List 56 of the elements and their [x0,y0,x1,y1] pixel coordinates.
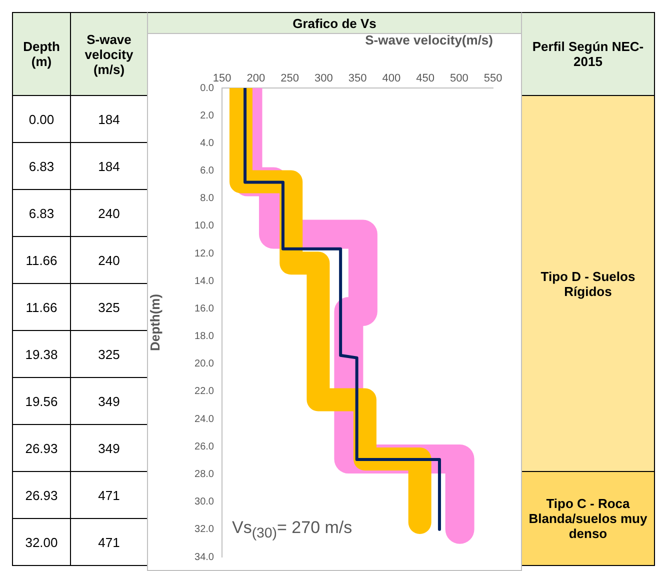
y-tick-label: 16.0 [194,303,214,314]
y-axis-title: Depth(m) [147,294,162,352]
x-tick-label: 550 [484,72,502,84]
text: 471 [97,488,121,502]
y-tick-label: 4.0 [200,138,214,149]
y-tick-label: 22.0 [194,386,214,398]
text: 349 [97,440,121,456]
y-tick-label: 10.0 [194,220,214,232]
x-tick-label: 400 [382,72,401,84]
text: 6.83 [28,206,56,220]
y-tick-label: 32.0 [194,524,214,536]
x-tick-label: 450 [416,72,434,84]
text: 184 [97,158,121,174]
text: 325 [97,300,121,314]
text: 19.56 [24,394,59,408]
text: S-wave velocity (m/s) [84,32,134,76]
text: 184 [97,112,121,126]
y-tick-label: 20.0 [194,358,214,370]
y-tick-label: 24.0 [194,414,214,425]
text: 11.66 [24,252,58,268]
x-tick-label: 300 [314,72,333,84]
text: 6.83 [28,158,56,174]
x-tick-label: 500 [450,72,468,84]
text: Depth (m) [22,39,61,69]
y-tick-label: 28.0 [194,468,214,480]
chart-title: Grafico de Vs [148,13,521,34]
text: 11.66 [24,300,58,314]
y-tick-label: 30.0 [194,496,214,508]
y-tick-label: 18.0 [194,331,214,342]
x-tick-label: 250 [280,72,299,84]
text: 19.38 [24,346,59,362]
text: 471 [97,534,121,550]
x-tick-label: 150 [212,72,232,84]
y-tick-label: 34.0 [194,552,214,563]
y-tick-label: 6.0 [200,166,214,177]
text: 26.93 [24,488,59,502]
text: 240 [97,206,121,220]
y-tick-label: 12.0 [194,248,214,260]
y-tick-label: 0.0 [200,82,214,94]
y-tick-label: 2.0 [200,110,214,122]
text: 325 [97,346,121,362]
y-tick-label: 8.0 [200,193,214,204]
y-tick-label: 26.0 [194,441,214,452]
text: Tipo D - Suelos Rígidos [540,268,636,298]
text: 0.00 [28,112,56,126]
text: Tipo C - Roca Blanda/suelos muy denso [528,496,648,541]
x-tick-label: 350 [348,72,367,84]
text: 240 [97,252,121,268]
x-axis-title: S-wave velocity(m/s) [365,32,493,48]
text: 349 [97,394,121,408]
text: 32.00 [24,534,59,550]
x-tick-label: 200 [246,72,266,84]
annotation: Vs$_{(30)}$= 270 m/s [232,518,352,542]
y-tick-label: 14.0 [194,276,214,287]
text: Perfil Según NEC-2015 [531,39,645,69]
text: 26.93 [24,440,59,456]
